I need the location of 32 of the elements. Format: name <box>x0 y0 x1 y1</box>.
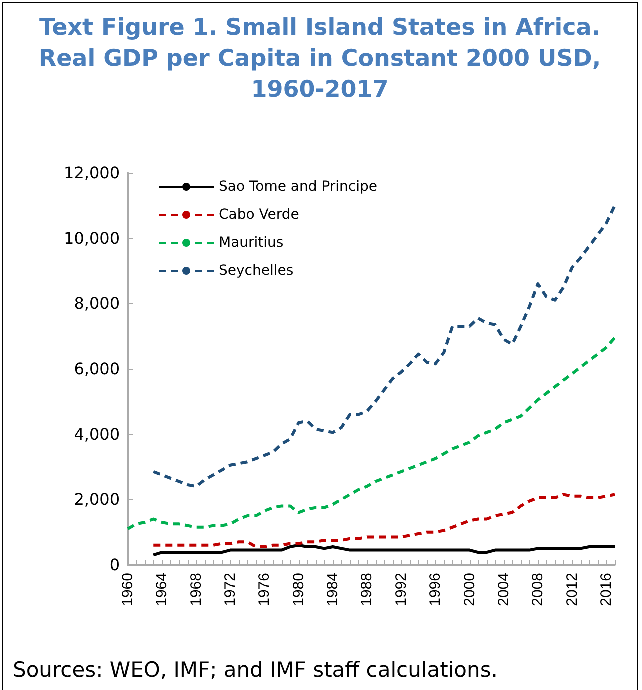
chart-title: Text Figure 1. Small Island States in Africa. Real GDP per Capita in Constant 2000 USD, 1960-2017 <box>38 14 602 105</box>
x-tick-label: 2012 <box>564 573 581 606</box>
legend-label: Cabo Verde <box>219 207 300 223</box>
x-tick-label: 1972 <box>222 573 240 606</box>
legend-label: Seychelles <box>219 263 294 279</box>
x-tick-label: 1976 <box>256 573 274 606</box>
legend-label: Sao Tome and Principe <box>219 179 378 195</box>
y-tick-label: 10,000 <box>64 228 120 248</box>
x-tick-label: 2004 <box>495 573 512 606</box>
x-tick-label: 1960 <box>120 573 136 606</box>
x-tick-label: 1984 <box>324 573 342 606</box>
y-tick-label: 8,000 <box>74 294 120 314</box>
x-tick-label: 1968 <box>188 573 205 606</box>
line-series <box>152 204 616 488</box>
y-tick-label: 0 <box>110 556 120 574</box>
source-note: Sources: WEO, IMF; and IMF staff calculations. <box>13 658 498 682</box>
y-tick-label: 4,000 <box>74 424 120 444</box>
x-tick-label: 1980 <box>290 573 308 606</box>
x-tick-label: 1992 <box>392 573 410 606</box>
x-tick-label: 2000 <box>461 573 478 606</box>
y-tick-label: 6,000 <box>74 360 120 378</box>
x-tick-label: 1996 <box>427 573 444 606</box>
legend-label: Mauritius <box>219 235 284 251</box>
line-series <box>126 336 616 531</box>
y-tick-label: 12,000 <box>64 164 120 182</box>
x-tick-label: 2016 <box>598 573 615 606</box>
x-tick-label: 1964 <box>154 573 171 606</box>
line-series <box>152 544 616 557</box>
line-series <box>152 493 616 549</box>
y-tick-label: 2,000 <box>74 490 120 510</box>
x-tick-label: 2008 <box>530 573 547 606</box>
x-tick-label: 1988 <box>358 573 376 606</box>
